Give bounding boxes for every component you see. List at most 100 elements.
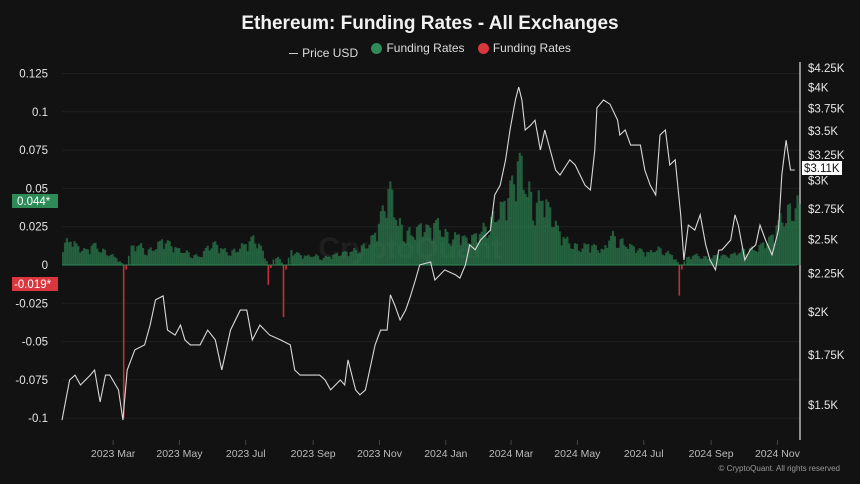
funding-bar bbox=[683, 261, 686, 265]
funding-bar bbox=[303, 255, 306, 265]
funding-bar bbox=[798, 204, 801, 265]
funding-bar bbox=[383, 211, 386, 265]
funding-bar bbox=[408, 227, 411, 265]
funding-bar bbox=[745, 254, 748, 265]
funding-bar bbox=[522, 189, 525, 265]
funding-bar bbox=[248, 241, 251, 265]
funding-bar bbox=[178, 247, 181, 265]
funding-bar bbox=[263, 258, 266, 265]
legend-label: Funding Rates bbox=[492, 41, 571, 55]
funding-bar bbox=[149, 247, 152, 265]
funding-bar bbox=[404, 243, 407, 265]
funding-bar bbox=[609, 235, 613, 265]
funding-bar bbox=[492, 211, 495, 265]
funding-bar bbox=[311, 256, 314, 265]
funding-bar bbox=[86, 249, 89, 265]
funding-bar bbox=[490, 216, 493, 265]
funding-bar bbox=[524, 193, 527, 265]
funding-bar bbox=[208, 250, 211, 265]
funding-bar bbox=[512, 184, 516, 265]
left-tick-label: 0.05 bbox=[26, 183, 48, 195]
funding-bar bbox=[668, 253, 672, 265]
funding-bar bbox=[419, 223, 422, 265]
legend-item-funding-negative[interactable]: Funding Rates bbox=[477, 41, 571, 55]
funding-bar bbox=[642, 251, 645, 265]
funding-bar bbox=[552, 227, 556, 265]
funding-bar bbox=[788, 203, 792, 265]
funding-bar bbox=[429, 227, 432, 265]
funding-bar bbox=[737, 253, 740, 265]
funding-bar-negative bbox=[678, 265, 681, 296]
funding-bar bbox=[206, 245, 209, 265]
funding-bar bbox=[528, 181, 531, 265]
funding-bar bbox=[746, 254, 750, 265]
funding-bar bbox=[415, 226, 419, 265]
funding-bar bbox=[520, 155, 523, 265]
funding-bar bbox=[223, 248, 226, 265]
copyright: © CryptoQuant. All rights reserved bbox=[718, 464, 841, 473]
funding-bar bbox=[577, 250, 580, 265]
funding-bar bbox=[164, 243, 167, 265]
left-tick-label: -0.075 bbox=[15, 375, 48, 387]
right-tick-label: $2.5K bbox=[808, 235, 838, 247]
funding-bar bbox=[718, 258, 721, 265]
x-tick-label: 2023 Nov bbox=[357, 448, 403, 460]
funding-bar bbox=[488, 234, 491, 265]
funding-bar bbox=[646, 251, 649, 265]
funding-bar bbox=[587, 243, 590, 265]
funding-bar bbox=[729, 254, 733, 265]
funding-bar bbox=[509, 180, 512, 265]
funding-bar bbox=[562, 237, 565, 265]
funding-bar bbox=[252, 235, 255, 265]
funding-bar bbox=[766, 243, 769, 265]
funding-bar bbox=[537, 190, 540, 265]
funding-bar bbox=[571, 249, 575, 265]
x-tick-label: 2023 Mar bbox=[91, 448, 136, 460]
funding-bar bbox=[244, 243, 247, 265]
funding-bar bbox=[720, 255, 723, 265]
funding-bar bbox=[368, 244, 371, 265]
funding-bar bbox=[570, 248, 573, 265]
max-funding-tag bbox=[12, 194, 58, 208]
legend-item-funding-positive[interactable]: Funding Rates bbox=[371, 41, 465, 55]
max-funding-label: 0.044* bbox=[17, 196, 51, 208]
funding-bar bbox=[750, 246, 753, 265]
funding-bar bbox=[511, 175, 514, 265]
funding-bar bbox=[69, 241, 72, 265]
funding-bar bbox=[120, 263, 124, 265]
funding-bar bbox=[155, 249, 158, 265]
funding-bar-negative bbox=[282, 265, 285, 318]
funding-bar bbox=[705, 256, 708, 265]
funding-bar bbox=[88, 254, 91, 265]
funding-bar bbox=[556, 225, 559, 265]
funding-bar bbox=[374, 232, 377, 265]
funding-bar bbox=[651, 252, 655, 265]
funding-bar bbox=[589, 252, 592, 265]
funding-bar bbox=[375, 241, 379, 265]
funding-bar bbox=[455, 234, 459, 265]
funding-bar bbox=[777, 219, 780, 265]
funding-bar bbox=[796, 195, 799, 265]
funding-bar bbox=[212, 242, 215, 265]
funding-bar bbox=[136, 246, 139, 265]
funding-bar-negative bbox=[267, 265, 270, 285]
funding-bar bbox=[623, 245, 626, 265]
left-tick-label: 0.075 bbox=[19, 145, 48, 157]
funding-bar bbox=[387, 189, 390, 265]
funding-bar bbox=[166, 240, 169, 265]
funding-bar bbox=[227, 255, 230, 265]
legend-item-price[interactable]: Price USD bbox=[289, 46, 358, 60]
funding-bar bbox=[499, 201, 502, 265]
left-tick-label: -0.05 bbox=[22, 337, 48, 349]
funding-bar bbox=[427, 225, 430, 265]
funding-bar bbox=[219, 248, 223, 265]
funding-bar bbox=[358, 252, 362, 265]
funding-bar bbox=[695, 253, 698, 265]
funding-bar bbox=[189, 257, 192, 265]
funding-bar bbox=[604, 245, 607, 265]
funding-bar bbox=[256, 248, 259, 265]
funding-bar bbox=[754, 251, 757, 265]
funding-bar bbox=[667, 251, 670, 265]
funding-bar bbox=[482, 222, 485, 265]
